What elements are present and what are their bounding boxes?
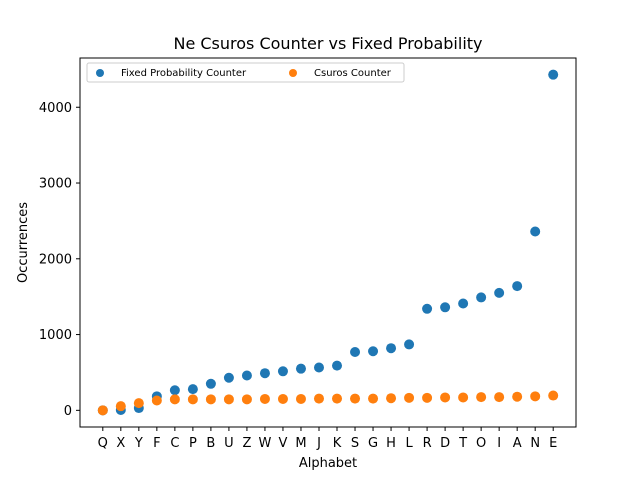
point-fixed-probability-counter-k [332,360,343,371]
point-fixed-probability-counter-j [313,362,324,373]
x-tick-label: U [224,436,234,451]
x-tick-label: M [295,436,306,451]
x-tick-label: O [476,436,486,451]
x-tick-label: A [513,436,522,451]
point-csuros-counter-u [223,394,234,405]
point-csuros-counter-v [277,393,288,404]
y-tick-label: 1000 [39,328,72,343]
x-tick-label: S [351,436,359,451]
point-fixed-probability-counter-i [494,287,505,298]
point-csuros-counter-d [440,392,451,403]
x-tick-label: Q [98,436,108,451]
x-tick-label: V [279,436,288,451]
x-tick-label: D [440,436,450,451]
chart-title: Ne Csuros Counter vs Fixed Probability [173,34,482,53]
legend: Fixed Probability Counter Csuros Counter [86,62,405,83]
x-tick-label: W [259,436,272,451]
y-tick-label: 2000 [39,252,72,267]
y-tick-label: 4000 [39,101,72,116]
y-tick-label: 0 [64,404,72,419]
legend-box [86,62,405,83]
point-csuros-counter-j [313,393,324,404]
point-csuros-counter-q [97,405,108,416]
point-fixed-probability-counter-r [422,303,433,314]
point-fixed-probability-counter-e [548,69,559,80]
point-csuros-counter-z [241,394,252,405]
y-tick-label: 3000 [39,177,72,192]
x-tick-label: E [549,436,557,451]
x-tick-label: I [497,436,501,451]
x-tick-label: P [189,436,197,451]
point-fixed-probability-counter-n [530,226,541,237]
point-csuros-counter-o [476,392,487,403]
point-fixed-probability-counter-m [295,363,306,374]
point-csuros-counter-a [512,391,523,402]
point-csuros-counter-p [187,394,198,405]
data-points [97,69,559,416]
point-fixed-probability-counter-z [241,370,252,381]
x-tick-label: Y [134,436,143,451]
point-csuros-counter-i [494,392,505,403]
x-tick-label: L [405,436,413,451]
point-csuros-counter-l [404,392,415,403]
point-fixed-probability-counter-v [277,366,288,377]
point-fixed-probability-counter-d [440,302,451,313]
legend-marker-fixed-probability [96,69,104,77]
point-fixed-probability-counter-s [350,346,361,357]
point-fixed-probability-counter-c [169,385,180,396]
x-tick-label: J [316,436,321,451]
point-csuros-counter-g [368,393,379,404]
x-tick-label: B [206,436,215,451]
x-axis-label: Alphabet [299,456,357,471]
point-fixed-probability-counter-l [404,339,415,350]
point-csuros-counter-b [205,394,216,405]
point-fixed-probability-counter-t [458,298,469,309]
y-axis-label: Occurrences [16,202,31,283]
x-tick-label: N [530,436,540,451]
point-csuros-counter-e [548,390,559,401]
point-csuros-counter-x [115,401,126,412]
legend-label-csuros: Csuros Counter [314,68,392,79]
x-tick-label: H [386,436,396,451]
x-tick-label: T [458,436,467,451]
plot-frame [79,57,577,428]
y-axis-ticks: 0 1000 2000 3000 4000 [39,101,80,419]
point-fixed-probability-counter-h [386,343,397,354]
point-fixed-probability-counter-a [512,281,523,292]
point-csuros-counter-s [350,393,361,404]
legend-label-fixed-probability: Fixed Probability Counter [121,68,247,79]
x-tick-label: X [116,436,125,451]
x-tick-label: R [423,436,432,451]
x-tick-label: C [170,436,179,451]
x-tick-label: F [153,436,160,451]
point-csuros-counter-t [458,392,469,403]
point-fixed-probability-counter-w [259,368,270,379]
point-csuros-counter-c [169,394,180,405]
point-csuros-counter-k [332,393,343,404]
point-fixed-probability-counter-p [187,384,198,395]
point-csuros-counter-n [530,391,541,402]
legend-marker-csuros [289,69,297,77]
point-fixed-probability-counter-u [223,372,234,383]
point-fixed-probability-counter-b [205,378,216,389]
point-csuros-counter-f [151,395,162,406]
point-csuros-counter-m [295,393,306,404]
x-tick-label: Z [242,436,251,451]
point-csuros-counter-y [133,398,144,409]
point-fixed-probability-counter-g [368,346,379,357]
x-tick-label: K [333,436,342,451]
point-csuros-counter-r [422,392,433,403]
point-csuros-counter-w [259,393,270,404]
x-tick-label: G [368,436,378,451]
point-csuros-counter-h [386,393,397,404]
point-fixed-probability-counter-o [476,292,487,303]
